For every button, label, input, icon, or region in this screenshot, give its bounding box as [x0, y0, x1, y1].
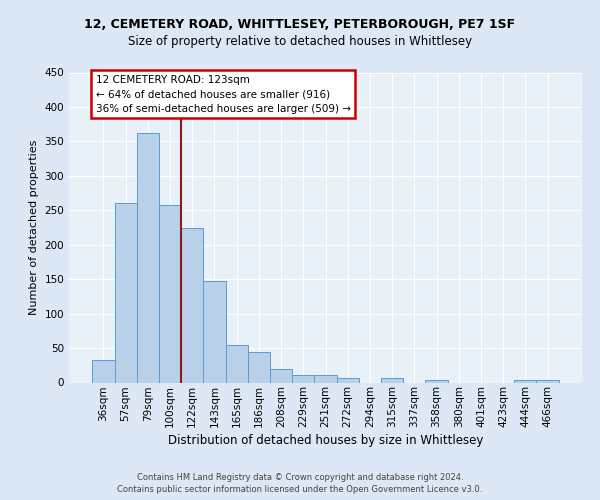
Bar [181, 228, 203, 382]
Bar [159, 206, 181, 382]
Bar [248, 352, 270, 382]
Text: Contains HM Land Registry data © Crown copyright and database right 2024.
Contai: Contains HM Land Registry data © Crown c… [118, 472, 482, 494]
Bar [115, 204, 137, 382]
Bar [92, 360, 115, 382]
Y-axis label: Number of detached properties: Number of detached properties [29, 140, 39, 315]
Bar [514, 380, 536, 382]
Bar [381, 378, 403, 382]
Bar [226, 344, 248, 383]
Bar [425, 380, 448, 382]
Bar [314, 375, 337, 382]
Text: Size of property relative to detached houses in Whittlesey: Size of property relative to detached ho… [128, 35, 472, 48]
X-axis label: Distribution of detached houses by size in Whittlesey: Distribution of detached houses by size … [168, 434, 483, 448]
Bar [203, 280, 226, 382]
Bar [137, 133, 159, 382]
Text: 12, CEMETERY ROAD, WHITTLESEY, PETERBOROUGH, PE7 1SF: 12, CEMETERY ROAD, WHITTLESEY, PETERBORO… [85, 18, 515, 30]
Bar [270, 370, 292, 382]
Bar [337, 378, 359, 382]
Bar [536, 380, 559, 382]
Text: 12 CEMETERY ROAD: 123sqm
← 64% of detached houses are smaller (916)
36% of semi-: 12 CEMETERY ROAD: 123sqm ← 64% of detach… [95, 74, 350, 114]
Bar [292, 375, 314, 382]
